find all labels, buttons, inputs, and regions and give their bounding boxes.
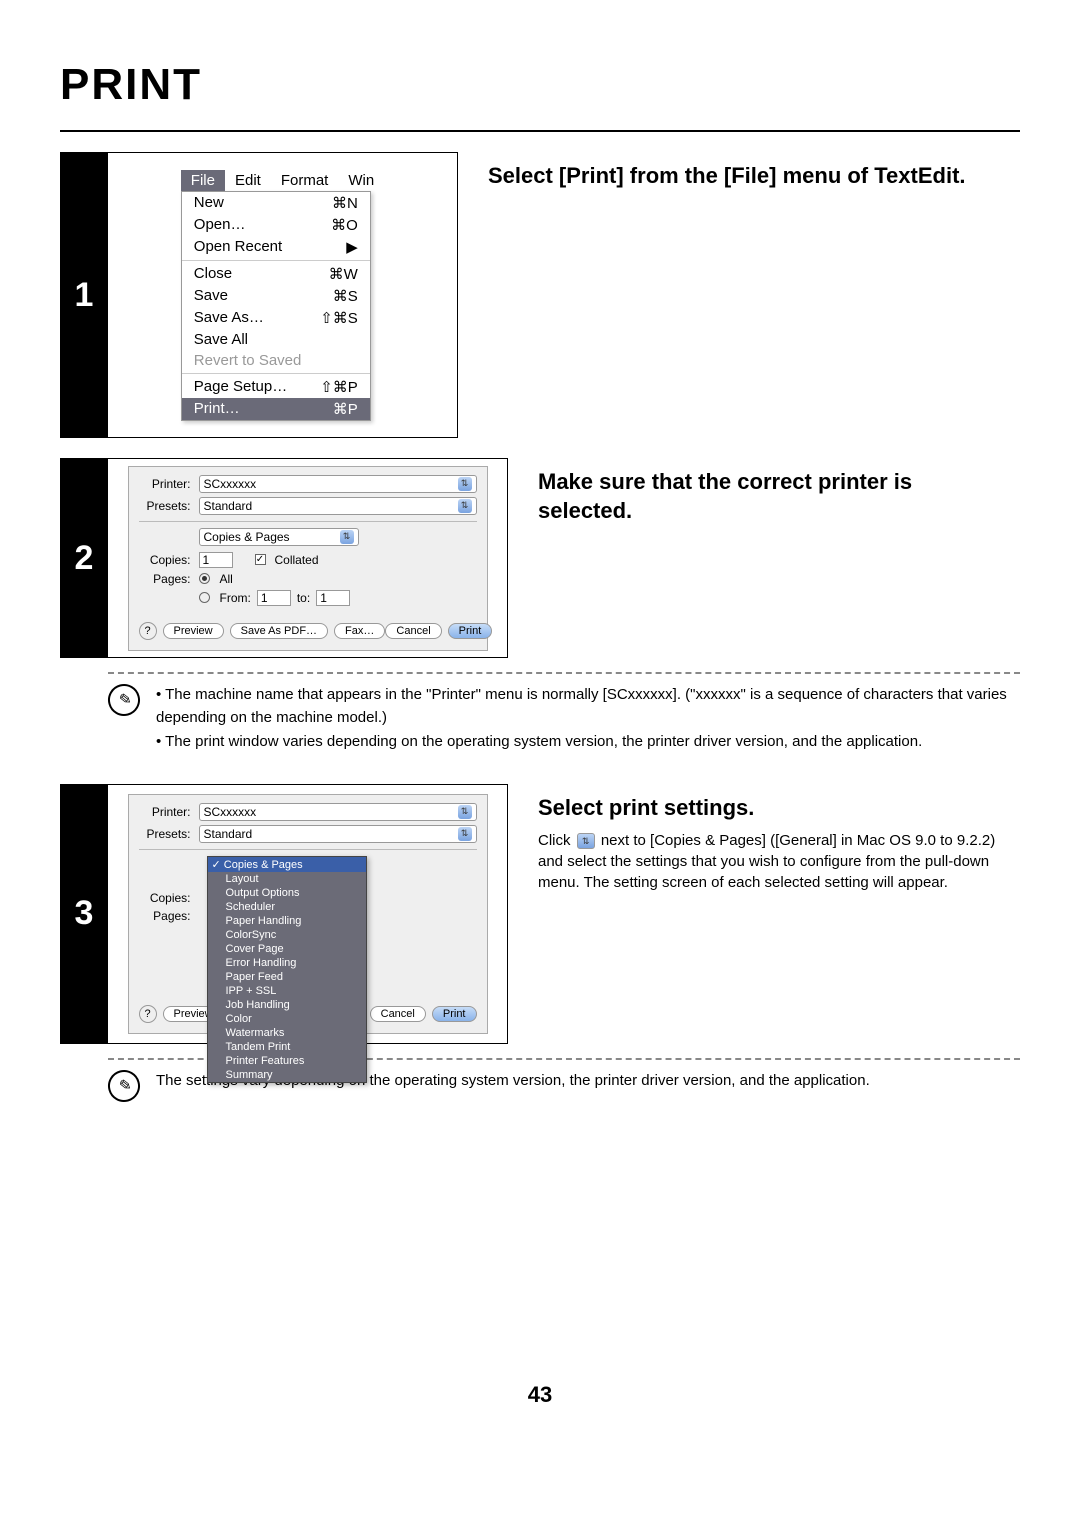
file-menu-item[interactable]: Page Setup…⇧⌘P (182, 376, 370, 398)
step-number: 3 (60, 784, 108, 1044)
dropdown-option[interactable]: Summary (208, 1068, 366, 1082)
menubar: File Edit Format Win (181, 170, 384, 191)
cancel-button[interactable]: Cancel (370, 1006, 426, 1022)
file-menu-item[interactable]: Save⌘S (182, 285, 370, 307)
dashed-separator (108, 672, 1020, 674)
print-dialog: Printer: SCxxxxxx⇅ Presets: Standard⇅ Co… (128, 466, 488, 651)
presets-label: Presets: (139, 499, 199, 513)
print-dialog-step3: Printer: SCxxxxxx⇅ Presets: Standard⇅ Co… (128, 794, 488, 1034)
dropdown-option[interactable]: Layout (208, 872, 366, 886)
cancel-button[interactable]: Cancel (385, 623, 441, 639)
presets-select[interactable]: Standard⇅ (199, 497, 477, 515)
dropdown-option[interactable]: Color (208, 1012, 366, 1026)
dropdown-option[interactable]: Scheduler (208, 900, 366, 914)
presets-label: Presets: (139, 827, 199, 841)
pages-label: Pages: (139, 572, 199, 586)
page-title: PRINT (60, 60, 1020, 110)
step-number: 1 (60, 152, 108, 438)
file-menu-item[interactable]: Open Recent▶ (182, 236, 370, 258)
dropdown-option[interactable]: Tandem Print (208, 1040, 366, 1054)
to-label: to: (297, 591, 310, 605)
collated-label: Collated (275, 553, 319, 567)
file-dropdown-menu: New⌘NOpen…⌘OOpen Recent▶Close⌘WSave⌘SSav… (181, 191, 371, 421)
chevron-updown-icon: ⇅ (458, 827, 472, 841)
file-menu-item[interactable]: New⌘N (182, 192, 370, 214)
horizontal-rule (60, 130, 1020, 132)
step-1: 1 File Edit Format Win New⌘NOpen…⌘OOpen … (60, 152, 1020, 438)
dropdown-option[interactable]: Copies & Pages (208, 857, 366, 872)
step3-heading: Select print settings. (538, 794, 1012, 823)
pencil-note-icon: ✎ (104, 1066, 143, 1105)
print-button[interactable]: Print (432, 1006, 477, 1022)
preview-button[interactable]: Preview (163, 623, 224, 639)
file-menu-mockup: File Edit Format Win New⌘NOpen…⌘OOpen Re… (181, 170, 384, 421)
file-menu-item[interactable]: Print…⌘P (182, 398, 370, 420)
step2-heading: Make sure that the correct printer is se… (538, 468, 1012, 525)
printer-select[interactable]: SCxxxxxx⇅ (199, 475, 477, 493)
file-menu-item[interactable]: Save As…⇧⌘S (182, 307, 370, 329)
chevron-updown-icon: ⇅ (458, 805, 472, 819)
file-menu-item[interactable]: Open…⌘O (182, 214, 370, 236)
step1-heading: Select [Print] from the [File] menu of T… (488, 162, 1012, 191)
dropdown-option[interactable]: Paper Handling (208, 914, 366, 928)
to-input[interactable]: 1 (316, 590, 350, 606)
section-select[interactable]: Copies & Pages⇅ (199, 528, 359, 546)
step-number: 2 (60, 458, 108, 658)
pages-from-radio[interactable] (199, 592, 210, 603)
file-menu-item[interactable]: Save All (182, 329, 370, 350)
menubar-item-file[interactable]: File (181, 170, 225, 191)
pages-all-label: All (220, 572, 233, 586)
save-pdf-button[interactable]: Save As PDF… (230, 623, 328, 639)
pencil-note-icon: ✎ (104, 680, 143, 719)
print-button[interactable]: Print (448, 623, 493, 639)
chevron-updown-icon: ⇅ (458, 499, 472, 513)
dropdown-arrows-icon: ⇅ (577, 833, 595, 849)
fax-button[interactable]: Fax… (334, 623, 385, 639)
help-button[interactable]: ? (139, 1005, 157, 1023)
dropdown-option[interactable]: Job Handling (208, 998, 366, 1012)
from-input[interactable]: 1 (257, 590, 291, 606)
step3-body: Click ⇅ next to [Copies & Pages] ([Gener… (538, 830, 1012, 893)
page-number: 43 (60, 1382, 1020, 1408)
chevron-updown-icon: ⇅ (340, 530, 354, 544)
printer-select[interactable]: SCxxxxxx⇅ (199, 803, 477, 821)
menubar-item-edit[interactable]: Edit (225, 170, 271, 191)
dropdown-option[interactable]: Cover Page (208, 942, 366, 956)
dropdown-option[interactable]: Paper Feed (208, 970, 366, 984)
chevron-updown-icon: ⇅ (458, 477, 472, 491)
dropdown-option[interactable]: Watermarks (208, 1026, 366, 1040)
dropdown-option[interactable]: Error Handling (208, 956, 366, 970)
from-label: From: (220, 591, 251, 605)
dropdown-option[interactable]: ColorSync (208, 928, 366, 942)
copies-label: Copies: (139, 891, 199, 905)
step-2: 2 Printer: SCxxxxxx⇅ Presets: Standard⇅ (60, 458, 1020, 658)
copies-input[interactable]: 1 (199, 552, 233, 568)
help-button[interactable]: ? (139, 622, 157, 640)
dropdown-option[interactable]: IPP + SSL (208, 984, 366, 998)
printer-label: Printer: (139, 477, 199, 491)
pages-all-radio[interactable] (199, 573, 210, 584)
menubar-item-format[interactable]: Format (271, 170, 339, 191)
dropdown-option[interactable]: Output Options (208, 886, 366, 900)
presets-select[interactable]: Standard⇅ (199, 825, 477, 843)
step-3: 3 Printer: SCxxxxxx⇅ Presets: Standard⇅ … (60, 784, 1020, 1044)
section-dropdown-open[interactable]: Copies & PagesLayoutOutput OptionsSchedu… (207, 856, 367, 1083)
dropdown-option[interactable]: Printer Features (208, 1054, 366, 1068)
collated-checkbox[interactable]: ✓ (255, 554, 266, 565)
pages-label: Pages: (139, 909, 199, 923)
menubar-item-win[interactable]: Win (338, 170, 384, 191)
file-menu-item: Revert to Saved (182, 350, 370, 371)
copies-label: Copies: (139, 553, 199, 567)
step2-notes: • The machine name that appears in the "… (156, 684, 1020, 756)
file-menu-item[interactable]: Close⌘W (182, 263, 370, 285)
printer-label: Printer: (139, 805, 199, 819)
